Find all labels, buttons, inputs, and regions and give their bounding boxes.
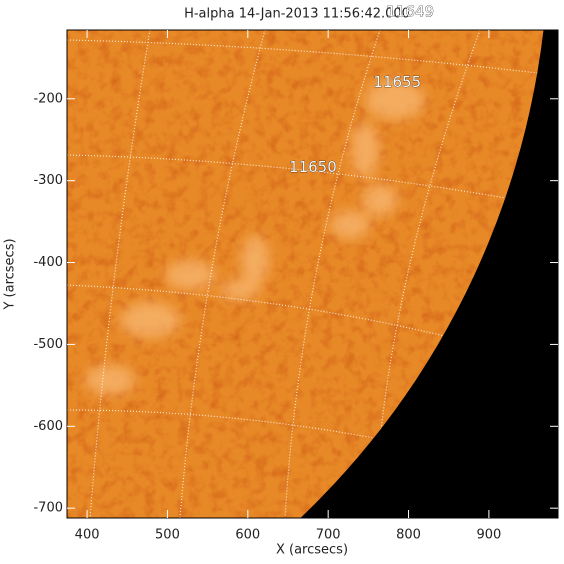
plot-frame (66, 29, 559, 519)
plage (85, 80, 425, 395)
grid-line (89, 30, 151, 518)
x-tick-label: 700 (316, 528, 341, 543)
x-tick-label: 400 (75, 528, 100, 543)
x-tick-label: 600 (235, 528, 260, 543)
y-axis-label: Y (arcsecs) (3, 238, 18, 310)
region-label: 11655 (373, 73, 421, 91)
plot-area (67, 30, 558, 518)
x-axis-label: X (arcsecs) (276, 543, 348, 558)
y-tick-label: -600 (33, 419, 63, 434)
y-tick-label: -200 (33, 91, 63, 106)
chart-title: H-alpha 14-Jan-2013 11:56:42.000 (184, 7, 410, 22)
grid-line (67, 409, 411, 446)
x-tick-label: 900 (476, 528, 501, 543)
y-tick-label: -700 (33, 501, 63, 516)
region-label: 11649 (386, 2, 434, 20)
grid-line (284, 30, 381, 518)
y-tick-label: -500 (33, 337, 63, 352)
y-tick-label: -400 (33, 255, 63, 270)
grid-line (67, 154, 546, 206)
y-tick-label: -300 (33, 173, 63, 188)
x-tick-label: 800 (396, 528, 421, 543)
x-tick-label: 500 (155, 528, 180, 543)
region-label: 11650 (289, 158, 337, 176)
grid-line (379, 30, 481, 441)
